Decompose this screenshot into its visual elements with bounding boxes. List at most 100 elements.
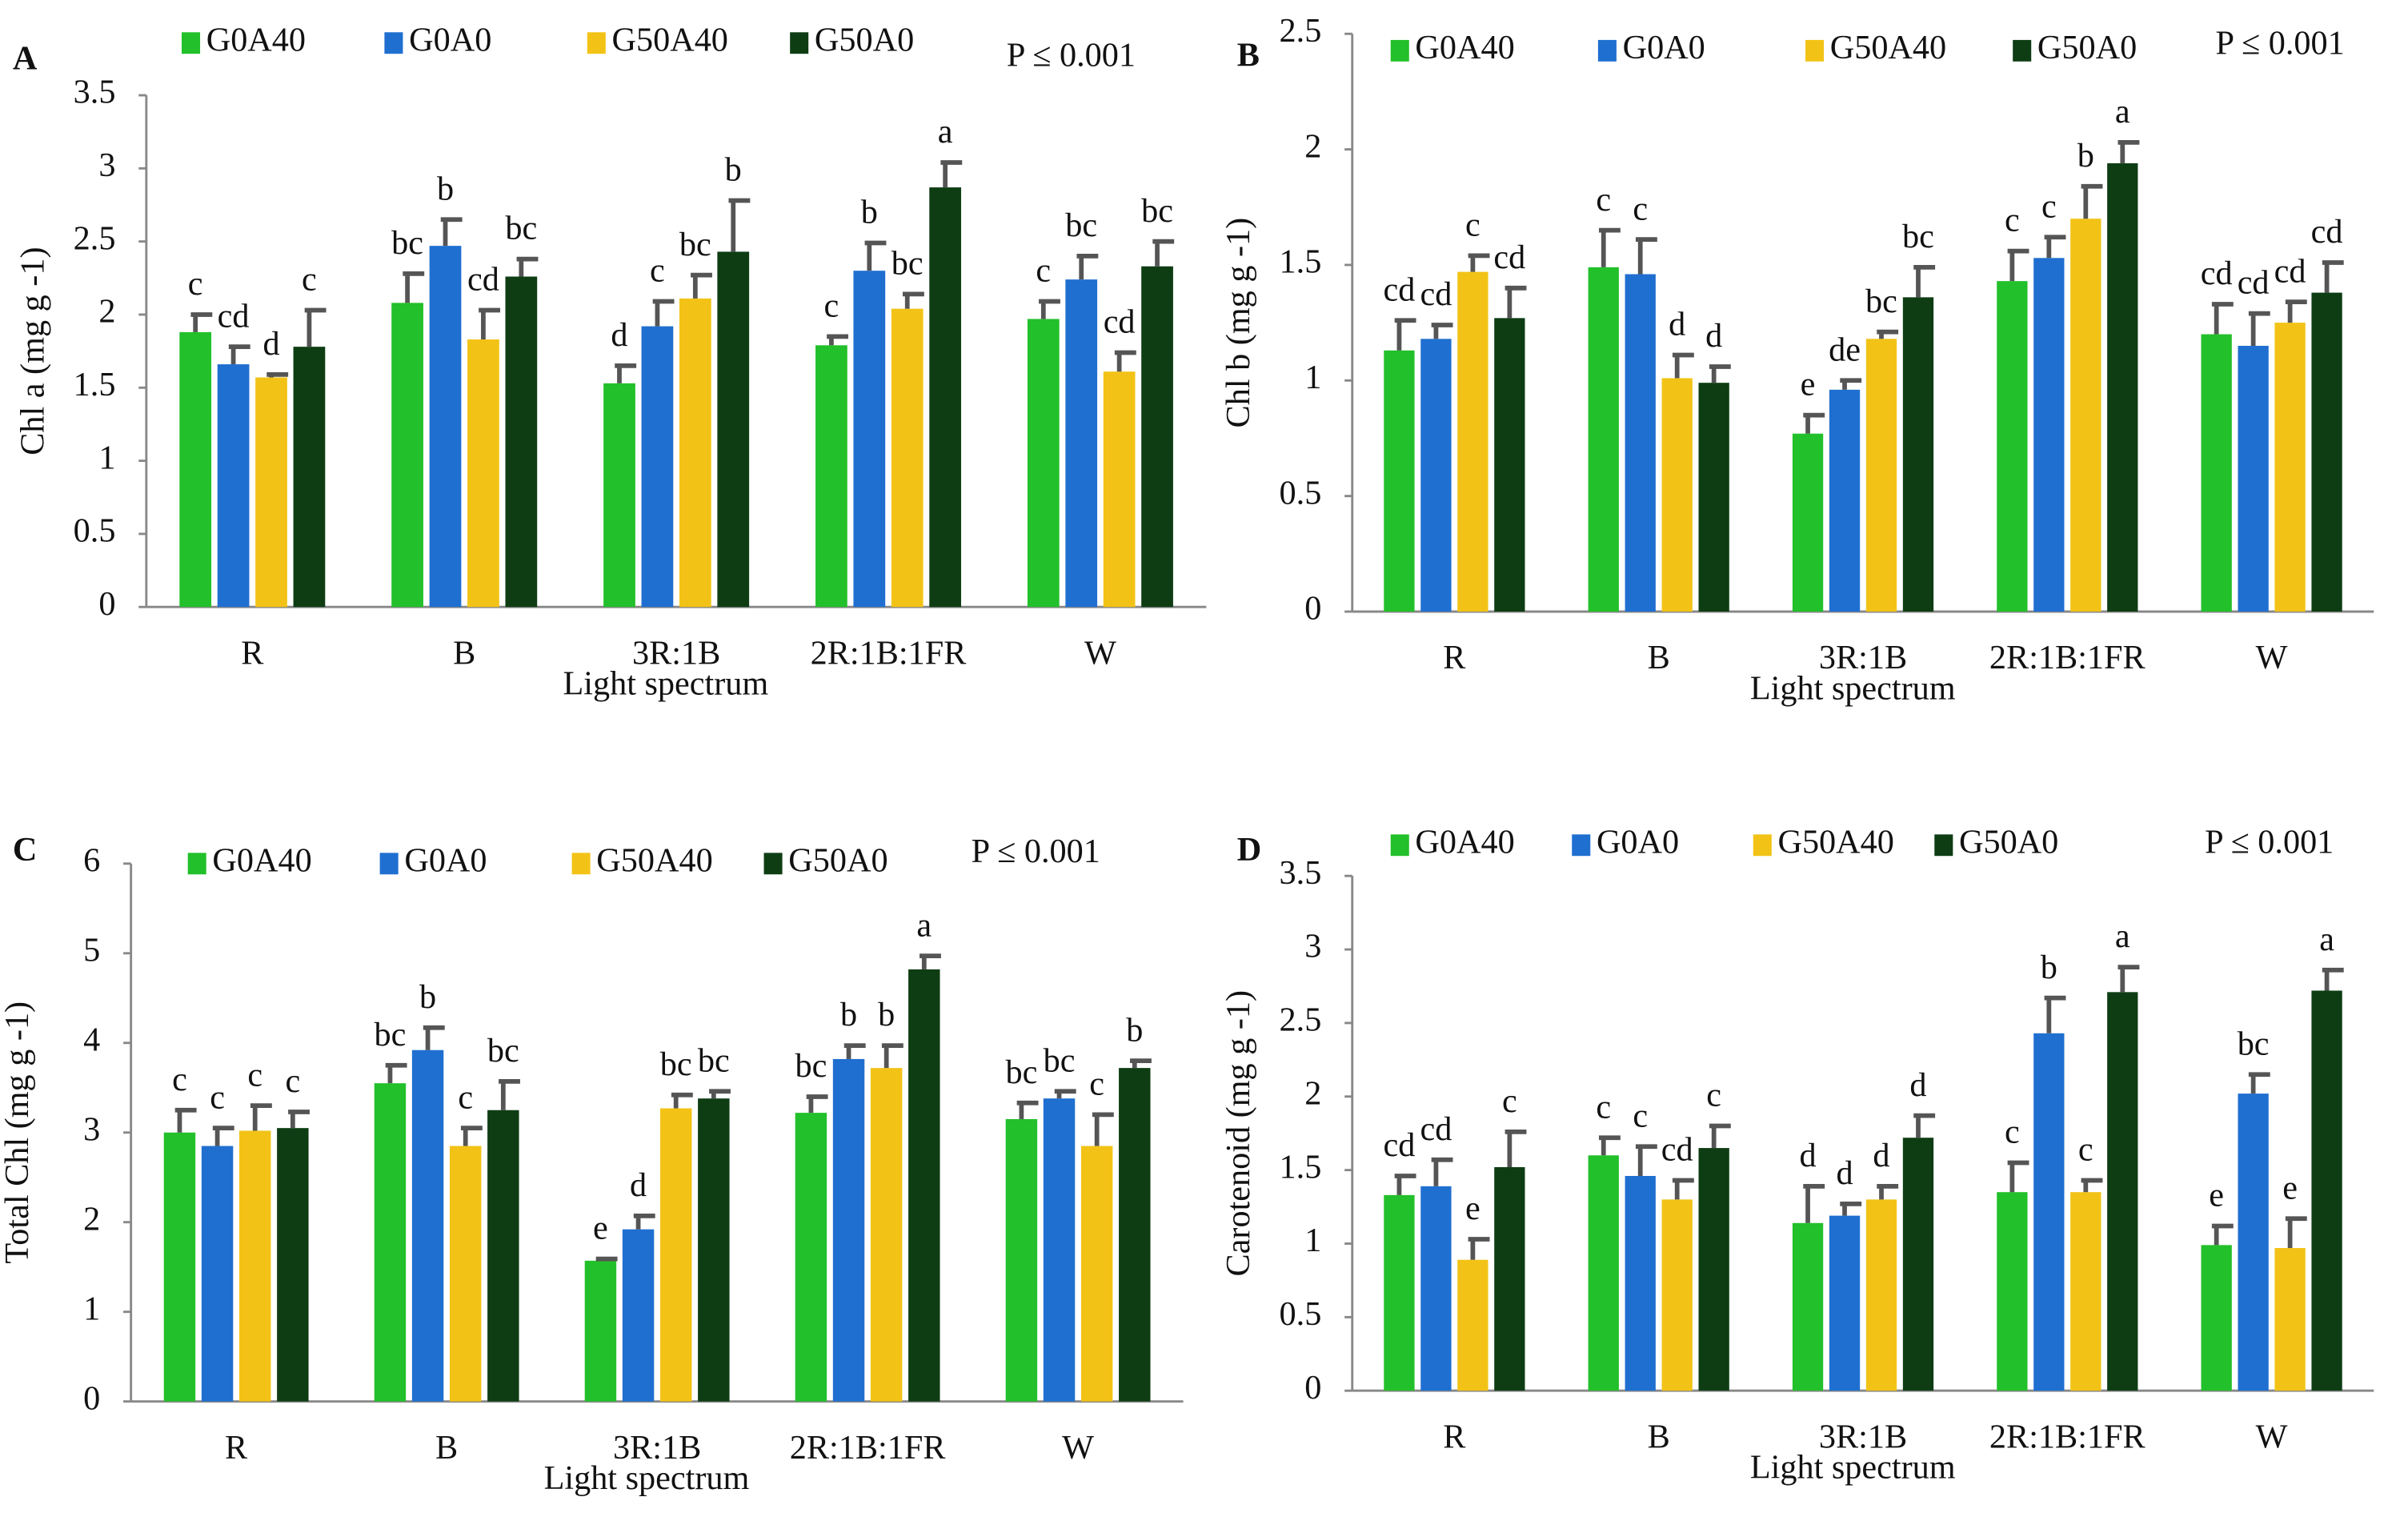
error-bar [288,1110,310,1129]
y-tick-label: 0 [1304,1369,1321,1407]
bar [1420,339,1452,612]
y-tick-label: 2.5 [1280,12,1322,50]
significance-letter: d [262,325,279,363]
panel-label: B [1237,37,1260,74]
y-tick-label: 2 [1304,127,1321,165]
error-bar [1672,352,1694,379]
bar [2070,219,2101,612]
error-bar [1431,1157,1453,1186]
significance-letter: d [1799,1137,1816,1174]
significance-letter: c [2005,1114,2020,1151]
significance-letter: bc [505,210,537,247]
significance-letter: c [1706,1077,1721,1114]
bar [853,271,886,608]
bar [832,1058,865,1402]
bar [217,364,250,608]
significance-letter: a [916,906,932,944]
error-bar [212,1126,234,1146]
bar [1103,371,1136,608]
significance-letter: cd [1493,239,1525,276]
significance-letter: c [302,261,317,299]
error-bar [806,1094,828,1114]
legend-swatch [1572,834,1591,857]
significance-letter: b [1126,1011,1143,1049]
y-tick-label: 3.5 [1280,854,1322,892]
significance-letter: b [878,996,895,1033]
bar [2033,258,2065,612]
bar [449,1146,482,1402]
error-bar [2007,1160,2029,1193]
bar [2311,292,2342,612]
y-tick-label: 3 [98,146,115,184]
significance-letter: cd [1384,271,1416,308]
y-tick-label: 1.5 [1280,1148,1322,1186]
error-bar [1504,285,1527,319]
significance-letter: bc [660,1045,692,1083]
bar [2070,1192,2101,1391]
error-bar [1840,1202,1862,1216]
error-bar [633,1214,655,1230]
x-tick-label: 3R:1B [1819,1418,1907,1455]
significance-letter: c [1036,252,1051,290]
error-bar [1709,364,1731,383]
error-bar [440,217,463,247]
significance-letter: b [861,194,878,231]
significance-letter: b [2041,949,2057,986]
y-tick-label: 6 [83,842,100,880]
bar [698,1098,730,1402]
significance-letter: c [458,1078,473,1116]
y-tick-label: 0.5 [74,512,116,550]
bar [2238,1094,2269,1391]
legend-label: G50A0 [1959,823,2058,861]
legend-swatch [1805,39,1825,62]
y-tick-label: 0.5 [1280,474,1322,512]
error-bar [228,344,250,365]
significance-letter: a [2115,93,2130,130]
legend-swatch [1597,39,1617,62]
bar [717,251,750,608]
significance-letter: cd [467,261,499,299]
error-bar [2248,1072,2270,1094]
legend-label: G0A0 [1597,823,1679,861]
error-bar [920,953,941,969]
significance-letter: d [1836,1154,1853,1192]
significance-letter: bc [698,1041,730,1079]
error-bar [1840,378,1862,390]
error-bar [615,363,637,383]
error-bar [423,1025,445,1050]
bar [1043,1098,1076,1402]
significance-letter: cd [2311,213,2343,251]
error-bar [2285,1216,2307,1249]
panel-label: C [13,831,38,869]
y-tick-label: 3 [83,1110,100,1148]
x-tick-label: R [225,1429,248,1467]
bar [1588,1155,1619,1391]
legend-label: G0A0 [1623,29,1705,66]
bar [374,1083,407,1402]
y-tick-label: 1 [1304,359,1321,396]
error-bar [1130,1058,1152,1069]
bar [1865,1199,1897,1391]
x-tick-label: 2R:1B:1FR [790,1429,947,1467]
x-tick-label: W [2256,1418,2288,1455]
bar [1625,1175,1656,1391]
bar [1119,1068,1151,1402]
bar [815,345,847,608]
bar [1997,1192,2028,1391]
y-tick-label: 1 [98,439,115,476]
significance-letter: c [2005,202,2020,239]
y-axis-label: Chl a (mg g -1) [14,247,51,455]
y-tick-label: 2.5 [74,219,116,257]
y-tick-label: 1 [83,1290,100,1327]
significance-letter: c [1502,1082,1517,1120]
bar [429,246,462,608]
bar [2238,345,2269,612]
y-tick-label: 1.5 [1280,243,1322,281]
significance-letter: cd [2238,264,2270,302]
legend-swatch [182,32,201,54]
significance-letter: d [630,1166,647,1204]
x-axis-label: Light spectrum [563,665,768,703]
significance-letter: d [1705,317,1722,355]
bar [1792,1222,1824,1391]
legend-swatch [1390,39,1409,62]
